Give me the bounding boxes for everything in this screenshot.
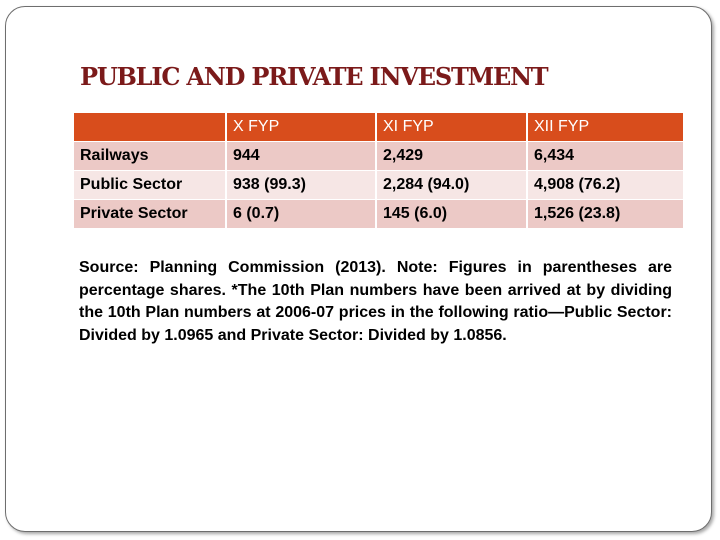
header-cell-xi-fyp: XI FYP [376, 113, 528, 142]
table-cell: 6 (0.7) [226, 199, 377, 229]
header-cell-blank [74, 113, 227, 142]
table-cell: 2,429 [376, 141, 528, 171]
table-cell: 145 (6.0) [376, 199, 528, 229]
row-label: Railways [74, 141, 227, 171]
table-row: Public Sector 938 (99.3) 2,284 (94.0) 4,… [74, 170, 685, 200]
row-label: Public Sector [74, 170, 227, 200]
table-cell: 4,908 (76.2) [527, 170, 685, 200]
investment-table: X FYP XI FYP XII FYP Railways 944 2,429 … [74, 113, 685, 229]
header-cell-x-fyp: X FYP [226, 113, 377, 142]
row-label: Private Sector [74, 199, 227, 229]
table-cell: 944 [226, 141, 377, 171]
table-cell: 1,526 (23.8) [527, 199, 685, 229]
table-header-row: X FYP XI FYP XII FYP [74, 113, 685, 142]
slide-frame [5, 6, 712, 532]
table-cell: 938 (99.3) [226, 170, 377, 200]
table-cell: 2,284 (94.0) [376, 170, 528, 200]
header-cell-xii-fyp: XII FYP [527, 113, 685, 142]
table-cell: 6,434 [527, 141, 685, 171]
table-row: Private Sector 6 (0.7) 145 (6.0) 1,526 (… [74, 199, 685, 229]
table-row: Railways 944 2,429 6,434 [74, 141, 685, 171]
source-note: Source: Planning Commission (2013). Note… [79, 259, 672, 344]
slide-title: PUBLIC AND PRIVATE INVESTMENT [80, 62, 549, 91]
